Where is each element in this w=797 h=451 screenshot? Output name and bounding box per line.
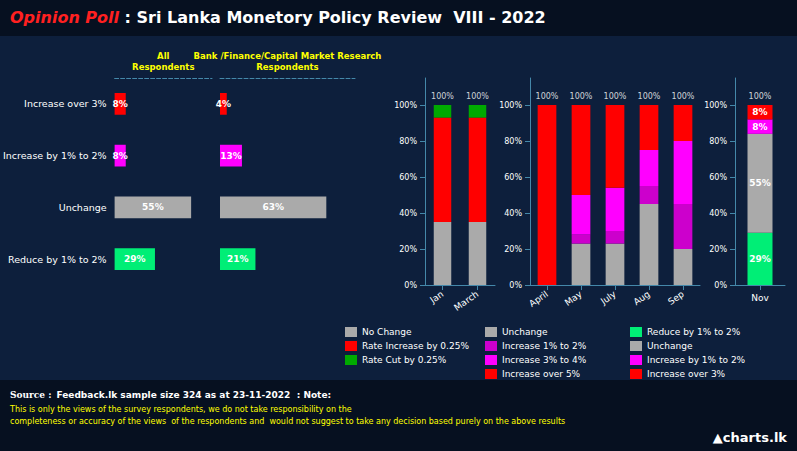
svg-text:May: May bbox=[563, 289, 585, 308]
svg-text:completeness or accuracy of th: completeness or accuracy of the views of… bbox=[10, 417, 565, 426]
svg-text:8%: 8% bbox=[752, 107, 767, 117]
svg-text:Increase 1% to 2%: Increase 1% to 2% bbox=[502, 341, 587, 351]
svg-text:Nov: Nov bbox=[751, 293, 769, 303]
svg-text:Increase over 5%: Increase over 5% bbox=[502, 369, 581, 379]
svg-text:Jan: Jan bbox=[427, 289, 445, 306]
svg-text:80%: 80% bbox=[709, 137, 727, 146]
svg-text:No Change: No Change bbox=[362, 327, 412, 337]
svg-text:13%: 13% bbox=[220, 151, 242, 161]
svg-text:29%: 29% bbox=[749, 254, 771, 264]
svg-text:40%: 40% bbox=[709, 209, 727, 218]
svg-text:55%: 55% bbox=[749, 178, 771, 188]
svg-text:0%: 0% bbox=[714, 281, 727, 290]
svg-text:April: April bbox=[527, 289, 550, 309]
svg-text:60%: 60% bbox=[399, 173, 417, 182]
svg-text:80%: 80% bbox=[399, 137, 417, 146]
svg-text:100%: 100% bbox=[431, 92, 454, 101]
svg-text:Source :: Source : bbox=[10, 390, 51, 400]
svg-text:80%: 80% bbox=[504, 137, 522, 146]
svg-text:Reduce by 1% to 2%: Reduce by 1% to 2% bbox=[647, 327, 741, 337]
svg-text:29%: 29% bbox=[124, 254, 146, 264]
svg-text:8%: 8% bbox=[113, 99, 128, 109]
svg-text:40%: 40% bbox=[399, 209, 417, 218]
svg-text:Unchange: Unchange bbox=[502, 327, 548, 337]
svg-text:Increase by 1% to 2%: Increase by 1% to 2% bbox=[3, 150, 107, 161]
svg-text:: Sri Lanka Monetory Policy Re: : Sri Lanka Monetory Policy Review VIII … bbox=[119, 8, 546, 27]
svg-text:Respondents: Respondents bbox=[256, 62, 318, 72]
svg-text:Increase by 1% to 2%: Increase by 1% to 2% bbox=[647, 355, 746, 365]
svg-text:Increase over 3%: Increase over 3% bbox=[647, 369, 726, 379]
svg-text:60%: 60% bbox=[504, 173, 522, 182]
svg-text:21%: 21% bbox=[227, 254, 249, 264]
svg-text:Sep: Sep bbox=[666, 289, 686, 307]
svg-text:100%: 100% bbox=[394, 101, 417, 110]
svg-text:8%: 8% bbox=[752, 122, 767, 132]
svg-text:Increase over 3%: Increase over 3% bbox=[24, 98, 107, 109]
svg-text:100%: 100% bbox=[604, 92, 627, 101]
svg-text:0%: 0% bbox=[509, 281, 522, 290]
svg-text:Increase 3% to 4%: Increase 3% to 4% bbox=[502, 355, 587, 365]
svg-text:▲charts.lk: ▲charts.lk bbox=[713, 430, 787, 445]
svg-text:100%: 100% bbox=[749, 92, 772, 101]
svg-text:Bank /Finance/Capital Market R: Bank /Finance/Capital Market Research bbox=[194, 51, 382, 61]
svg-text:Respondents: Respondents bbox=[132, 62, 194, 72]
svg-text:Feedback.lk sample size 324 as: Feedback.lk sample size 324 as at 23-11-… bbox=[56, 390, 331, 400]
svg-text:All: All bbox=[157, 51, 169, 61]
svg-text:Unchange: Unchange bbox=[59, 202, 107, 213]
svg-text:55%: 55% bbox=[142, 202, 164, 212]
svg-text:July: July bbox=[598, 289, 618, 307]
svg-text:60%: 60% bbox=[709, 173, 727, 182]
svg-text:8%: 8% bbox=[113, 151, 128, 161]
svg-text:20%: 20% bbox=[709, 245, 727, 254]
svg-text:0%: 0% bbox=[404, 281, 417, 290]
svg-text:100%: 100% bbox=[672, 92, 695, 101]
svg-text:20%: 20% bbox=[504, 245, 522, 254]
svg-text:100%: 100% bbox=[638, 92, 661, 101]
svg-text:Aug: Aug bbox=[632, 289, 652, 307]
svg-text:Rate Increase by 0.25%: Rate Increase by 0.25% bbox=[362, 341, 469, 351]
svg-text:This is only the views of the: This is only the views of the survey res… bbox=[9, 405, 352, 414]
svg-text:100%: 100% bbox=[466, 92, 489, 101]
svg-text:March: March bbox=[452, 289, 480, 313]
svg-text:20%: 20% bbox=[399, 245, 417, 254]
svg-text:100%: 100% bbox=[704, 101, 727, 110]
svg-text:Unchange: Unchange bbox=[647, 341, 693, 351]
svg-text:100%: 100% bbox=[570, 92, 593, 101]
svg-text:100%: 100% bbox=[499, 101, 522, 110]
svg-text:4%: 4% bbox=[216, 99, 231, 109]
svg-text:100%: 100% bbox=[536, 92, 559, 101]
svg-text:40%: 40% bbox=[504, 209, 522, 218]
svg-text:Opinion Poll: Opinion Poll bbox=[10, 8, 120, 27]
svg-text:63%: 63% bbox=[262, 202, 284, 212]
svg-text:Reduce by 1% to 2%: Reduce by 1% to 2% bbox=[8, 254, 107, 265]
svg-text:Rate Cut by 0.25%: Rate Cut by 0.25% bbox=[362, 355, 447, 365]
